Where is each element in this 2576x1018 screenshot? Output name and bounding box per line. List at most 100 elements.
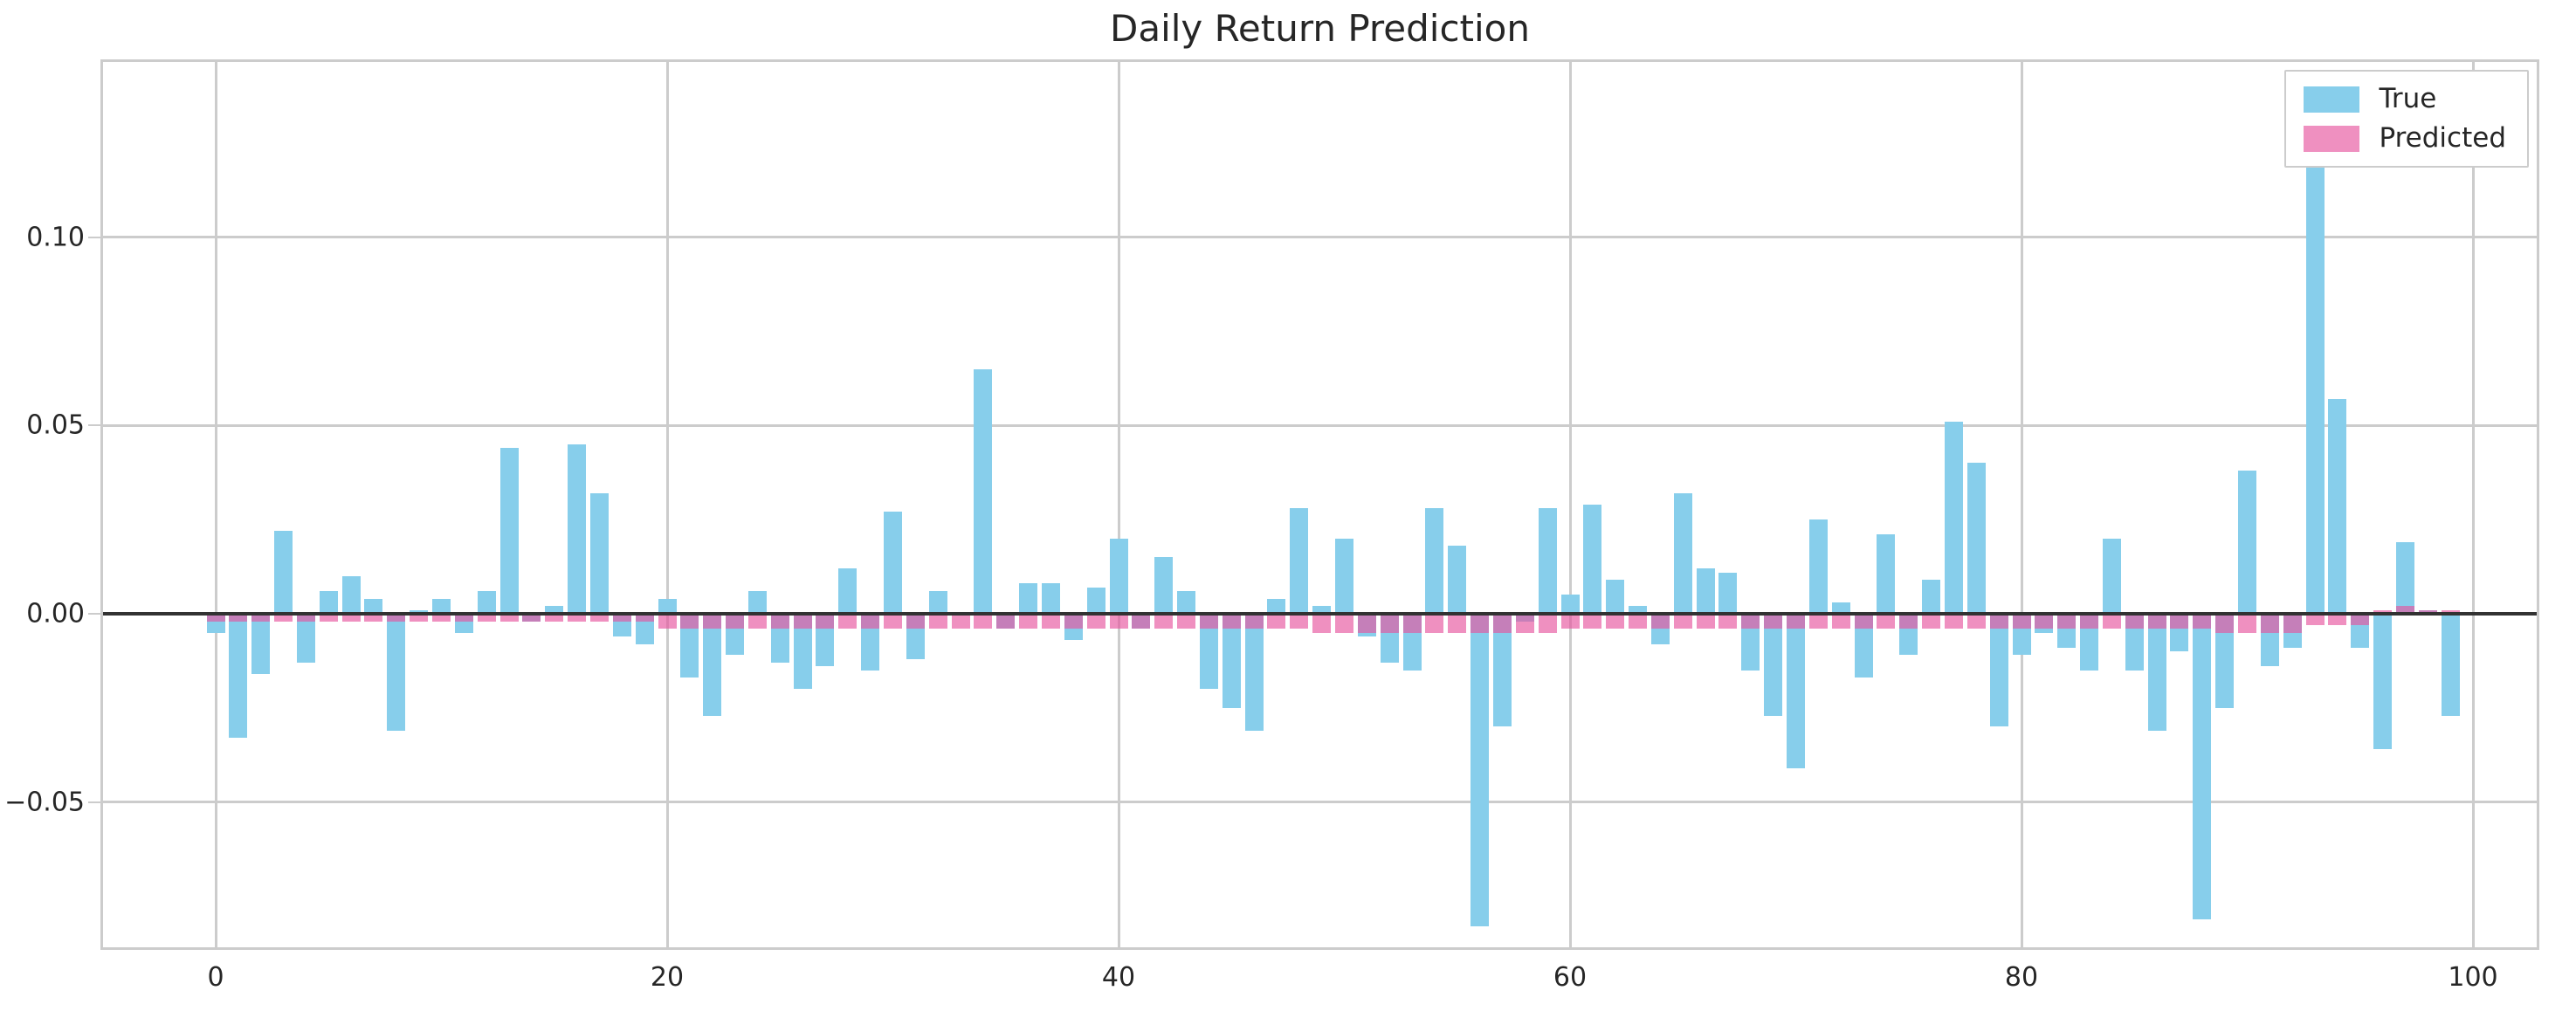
predicted-bar (1448, 614, 1467, 633)
predicted-bar (1086, 614, 1105, 629)
predicted-bar (1402, 614, 1422, 633)
predicted-bar (747, 614, 767, 629)
y-tick-label: 0.05 (26, 409, 85, 441)
true-bar (1989, 614, 2008, 727)
y-gridline (100, 236, 2539, 238)
legend-swatch-predicted (2304, 125, 2360, 152)
true-bar (477, 591, 496, 614)
predicted-bar (1019, 614, 1038, 629)
predicted-bar (726, 614, 745, 629)
predicted-bar (1380, 614, 1399, 633)
predicted-bar (1222, 614, 1241, 629)
true-bar (1086, 587, 1105, 614)
y-tick-mark (88, 236, 100, 238)
true-bar (251, 614, 271, 675)
x-gridline (1568, 59, 1572, 950)
true-bar (1696, 568, 1715, 614)
predicted-bar (1335, 614, 1353, 633)
true-bar (1808, 519, 1828, 614)
true-bar (387, 614, 406, 731)
predicted-bar (906, 614, 925, 629)
true-bar (568, 444, 587, 614)
zero-line (100, 612, 2539, 616)
predicted-bar (1966, 614, 1986, 629)
predicted-bar (1741, 614, 1760, 629)
predicted-bar (1425, 614, 1444, 633)
true-bar (1312, 606, 1332, 614)
true-bar (1718, 572, 1738, 614)
predicted-bar (589, 614, 609, 622)
y-tick-label: −0.05 (4, 787, 85, 818)
predicted-bar (996, 614, 1016, 629)
axis-spine (100, 59, 103, 950)
true-bar (1831, 602, 1850, 614)
true-bar (341, 575, 361, 614)
true-bar (2215, 614, 2235, 708)
predicted-bar (1922, 614, 1941, 629)
y-tick-mark (88, 424, 100, 427)
predicted-bar (1560, 614, 1580, 629)
predicted-bar (2147, 614, 2166, 629)
predicted-bar (2351, 614, 2370, 625)
true-bar (499, 448, 519, 614)
predicted-bar (861, 614, 880, 629)
legend: True Predicted (2284, 70, 2529, 168)
x-tick-label: 100 (2448, 962, 2498, 993)
predicted-bar (838, 614, 858, 629)
true-bar (1222, 614, 1241, 708)
predicted-bar (1312, 614, 1332, 633)
true-bar (1583, 504, 1602, 614)
predicted-bar (1899, 614, 1918, 629)
predicted-bar (612, 614, 631, 622)
predicted-bar (1109, 614, 1128, 629)
predicted-bar (658, 614, 677, 629)
predicted-bar (1041, 614, 1060, 629)
true-bar (229, 614, 248, 739)
predicted-bar (770, 614, 789, 629)
true-bar (1471, 614, 1490, 927)
y-tick-label: 0.00 (26, 598, 85, 629)
predicted-bar (341, 614, 361, 622)
predicted-bar (1989, 614, 2008, 629)
predicted-bar (1515, 614, 1534, 633)
y-tick-mark (88, 613, 100, 615)
predicted-bar (2441, 609, 2460, 614)
predicted-bar (1718, 614, 1738, 629)
predicted-bar (1831, 614, 1850, 629)
predicted-bar (2283, 614, 2302, 633)
predicted-bar (884, 614, 902, 629)
predicted-bar (1673, 614, 1692, 629)
true-bar (1177, 591, 1196, 614)
predicted-bar (2193, 614, 2212, 629)
true-bar (1673, 492, 1692, 614)
predicted-bar (229, 614, 248, 622)
x-gridline (214, 59, 217, 950)
true-bar (2328, 399, 2347, 614)
true-bar (364, 598, 383, 614)
true-bar (2441, 614, 2460, 716)
predicted-bar (1154, 614, 1174, 629)
true-bar (274, 531, 293, 614)
predicted-bar (1538, 614, 1557, 633)
x-tick-label: 0 (207, 962, 224, 993)
axis-spine (2537, 59, 2539, 950)
true-bar (838, 568, 858, 614)
true-bar (589, 492, 609, 614)
predicted-bar (296, 614, 315, 622)
true-bar (1854, 614, 1873, 678)
true-bar (1966, 463, 1986, 614)
true-bar (545, 606, 564, 614)
predicted-bar (635, 614, 654, 622)
predicted-bar (928, 614, 947, 629)
true-bar (1019, 583, 1038, 614)
true-bar (1199, 614, 1218, 690)
predicted-bar (1764, 614, 1783, 629)
predicted-bar (2238, 614, 2256, 633)
predicted-bar (568, 614, 587, 622)
true-bar (928, 591, 947, 614)
true-bar (635, 614, 654, 644)
x-gridline (2020, 59, 2023, 950)
predicted-bar (2170, 614, 2189, 629)
x-gridline (1117, 59, 1120, 950)
